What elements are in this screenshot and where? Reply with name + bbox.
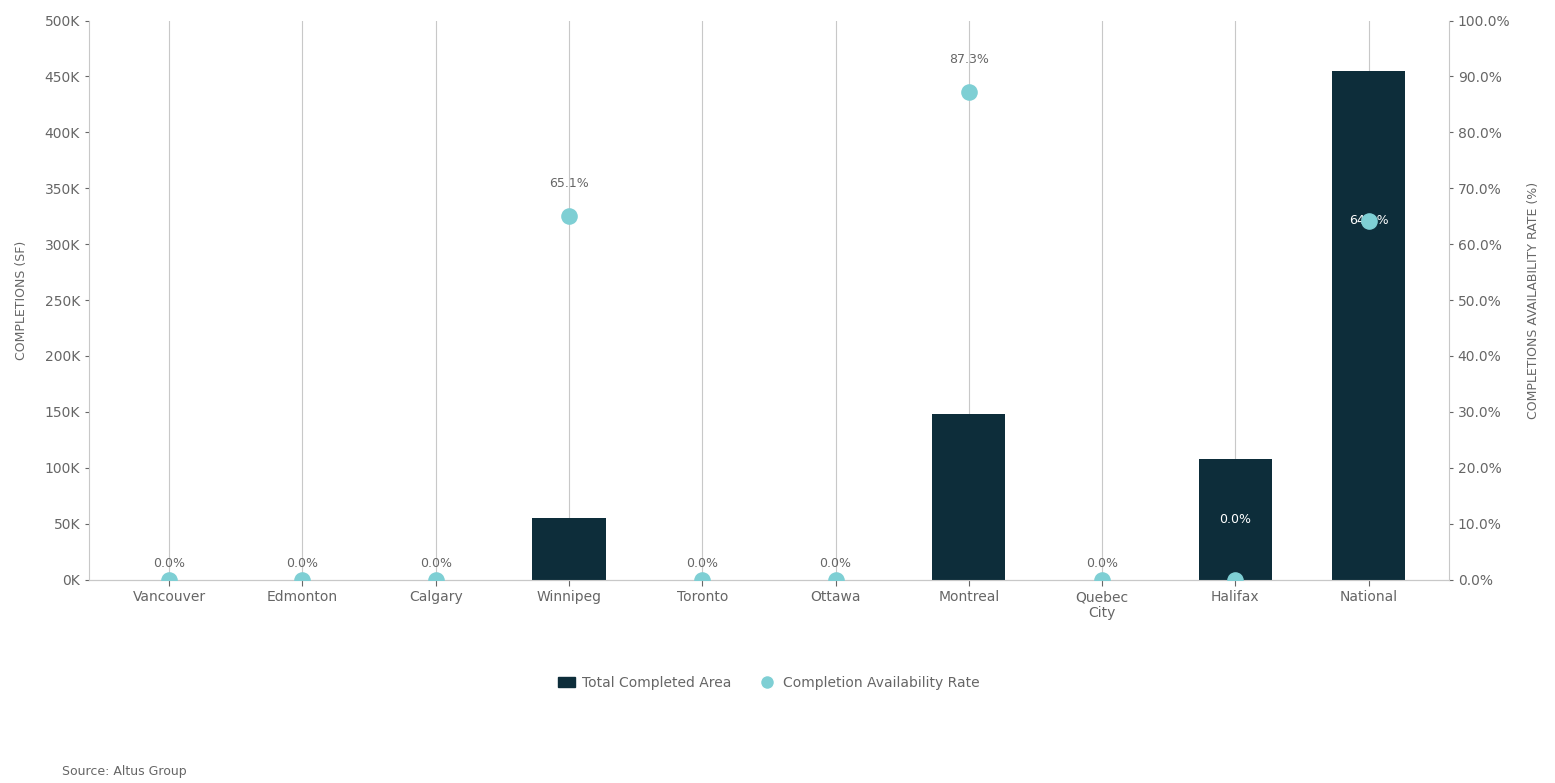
Bar (1333, 70, 1406, 579)
Point (823, 573, 847, 586)
Text: 0.0%: 0.0% (420, 557, 451, 569)
Bar (532, 518, 605, 579)
Text: Source: Altus Group: Source: Altus Group (62, 765, 187, 778)
Text: 0.0%: 0.0% (686, 557, 718, 569)
Bar (1199, 459, 1272, 579)
Text: 87.3%: 87.3% (949, 53, 989, 67)
Point (289, 573, 314, 586)
Text: 0.0%: 0.0% (152, 557, 185, 569)
Text: 0.0%: 0.0% (1085, 557, 1118, 569)
Text: 0.0%: 0.0% (1219, 513, 1252, 525)
Point (1356, 215, 1381, 227)
Text: 65.1%: 65.1% (549, 178, 589, 190)
Text: 0.0%: 0.0% (819, 557, 852, 569)
Point (1090, 573, 1115, 586)
Legend: Total Completed Area, Completion Availability Rate: Total Completed Area, Completion Availab… (554, 670, 984, 696)
Point (956, 85, 981, 98)
Point (690, 573, 715, 586)
Y-axis label: COMPLETIONS AVAILABILITY RATE (%): COMPLETIONS AVAILABILITY RATE (%) (1527, 182, 1539, 419)
Bar (931, 414, 1006, 579)
Point (1222, 573, 1247, 586)
Text: 0.0%: 0.0% (286, 557, 319, 569)
Point (157, 573, 182, 586)
Point (557, 209, 582, 222)
Text: 64.2%: 64.2% (1348, 215, 1389, 227)
Point (423, 573, 448, 586)
Y-axis label: COMPLETIONS (SF): COMPLETIONS (SF) (16, 240, 28, 359)
